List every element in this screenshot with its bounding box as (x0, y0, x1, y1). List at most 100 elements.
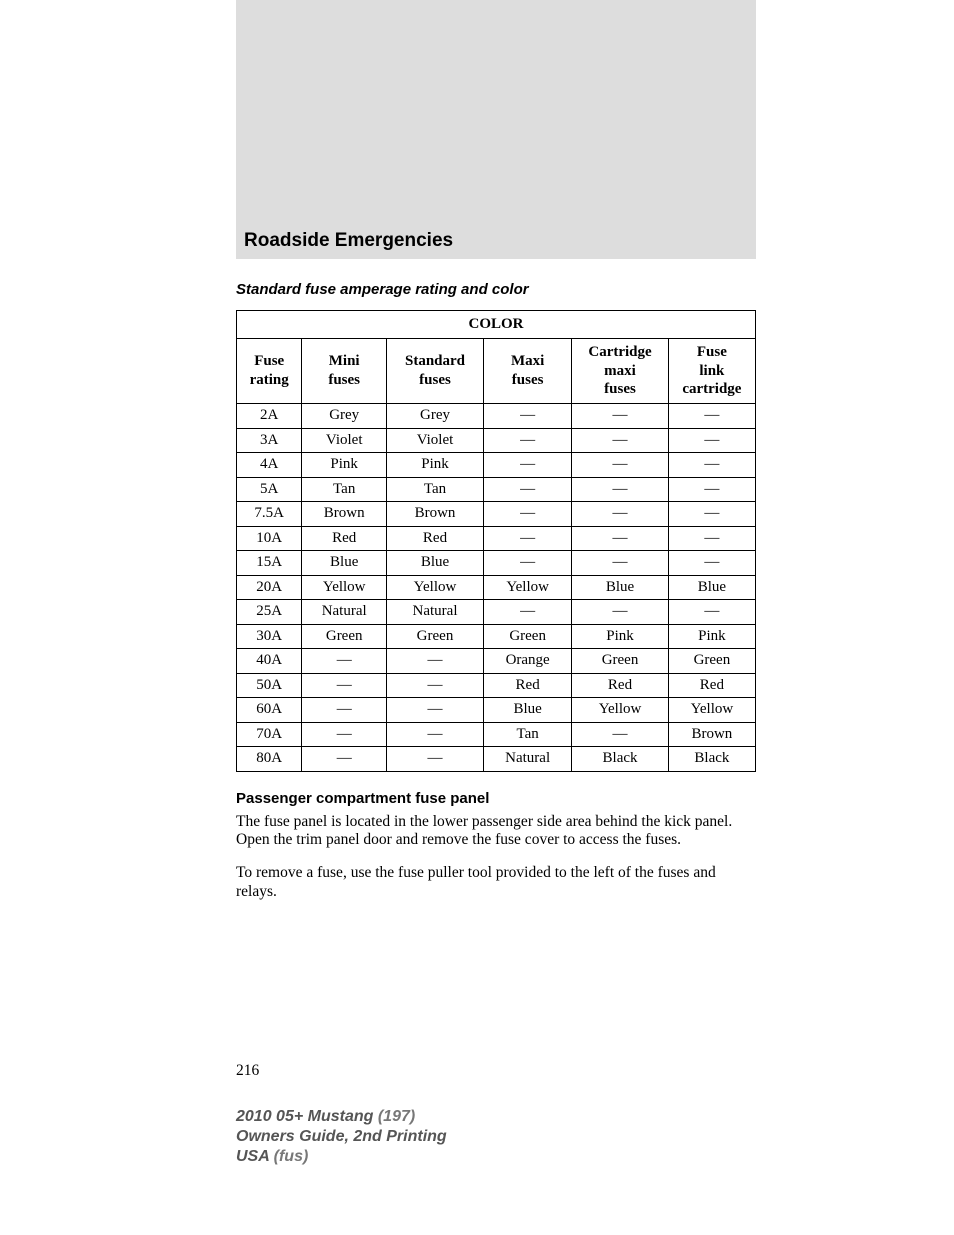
table-row: 3AVioletViolet——— (237, 428, 756, 453)
table-cell: 2A (237, 404, 302, 429)
header-color-span: COLOR (237, 311, 756, 339)
table-cell: — (484, 477, 572, 502)
table-cell: — (484, 600, 572, 625)
table-cell: — (668, 551, 755, 576)
table-cell: Yellow (668, 698, 755, 723)
table-row: 20AYellowYellowYellowBlueBlue (237, 575, 756, 600)
table-cell: 70A (237, 722, 302, 747)
table-cell: Red (484, 673, 572, 698)
table-cell: Yellow (484, 575, 572, 600)
table-cell: 20A (237, 575, 302, 600)
table-cell: Violet (302, 428, 387, 453)
col-header-0-text: Fuserating (250, 353, 289, 388)
col-header-2-text: Standardfuses (405, 353, 465, 388)
table-cell: — (386, 649, 483, 674)
footer-region: USA (236, 1148, 274, 1165)
table-cell: 80A (237, 747, 302, 772)
table-cell: — (386, 722, 483, 747)
table-cell: — (302, 673, 387, 698)
table-cell: — (572, 404, 669, 429)
table-cell: Pink (302, 453, 387, 478)
footer-line-1: 2010 05+ Mustang (197) (236, 1107, 447, 1127)
table-cell: — (572, 722, 669, 747)
table-cell: — (572, 428, 669, 453)
table-cell: — (302, 747, 387, 772)
table-cell: Black (572, 747, 669, 772)
table-cell: Yellow (572, 698, 669, 723)
table-cell: — (484, 428, 572, 453)
table-cell: — (302, 649, 387, 674)
table-cell: Green (572, 649, 669, 674)
table-row: 30AGreenGreenGreenPinkPink (237, 624, 756, 649)
table-cell: 50A (237, 673, 302, 698)
fuse-color-table: COLOR Fuserating Minifuses Standardfuses… (236, 310, 756, 772)
table-cell: — (302, 698, 387, 723)
table-cell: 25A (237, 600, 302, 625)
col-header-2: Standardfuses (386, 338, 483, 403)
table-cell: Grey (386, 404, 483, 429)
table-cell: — (668, 428, 755, 453)
table-cell: Orange (484, 649, 572, 674)
table-cell: Black (668, 747, 755, 772)
table-cell: — (668, 453, 755, 478)
section-title: Standard fuse amperage rating and color (236, 281, 756, 298)
table-cell: Brown (302, 502, 387, 527)
footer-model: 2010 05+ Mustang (236, 1108, 378, 1125)
table-cell: Tan (302, 477, 387, 502)
table-cell: Natural (386, 600, 483, 625)
table-cell: Red (572, 673, 669, 698)
table-cell: — (386, 698, 483, 723)
table-cell: — (572, 502, 669, 527)
footer-block: 2010 05+ Mustang (197) Owners Guide, 2nd… (236, 1107, 447, 1167)
table-cell: Red (302, 526, 387, 551)
table-cell: Tan (484, 722, 572, 747)
table-cell: Green (484, 624, 572, 649)
table-cell: 60A (237, 698, 302, 723)
table-cell: 10A (237, 526, 302, 551)
table-row: 70A——Tan—Brown (237, 722, 756, 747)
table-cell: Violet (386, 428, 483, 453)
table-cell: Blue (668, 575, 755, 600)
table-body: 2AGreyGrey———3AVioletViolet———4APinkPink… (237, 404, 756, 772)
table-cell: Blue (572, 575, 669, 600)
table-cell: Pink (572, 624, 669, 649)
table-row: 2AGreyGrey——— (237, 404, 756, 429)
table-row: 5ATanTan——— (237, 477, 756, 502)
table-row: 25ANaturalNatural——— (237, 600, 756, 625)
header-row-1: COLOR (237, 311, 756, 339)
footer-line-3: USA (fus) (236, 1147, 447, 1167)
table-cell: — (484, 453, 572, 478)
table-cell: Tan (386, 477, 483, 502)
table-cell: 7.5A (237, 502, 302, 527)
table-cell: Blue (302, 551, 387, 576)
table-cell: Pink (386, 453, 483, 478)
col-header-5-text: Fuselinkcartridge (682, 344, 741, 398)
table-cell: — (302, 722, 387, 747)
table-row: 60A——BlueYellowYellow (237, 698, 756, 723)
table-row: 4APinkPink——— (237, 453, 756, 478)
table-cell: 40A (237, 649, 302, 674)
col-header-4-text: Cartridgemaxifuses (588, 344, 651, 398)
col-header-5: Fuselinkcartridge (668, 338, 755, 403)
table-cell: Blue (484, 698, 572, 723)
table-row: 50A——RedRedRed (237, 673, 756, 698)
table-cell: — (484, 502, 572, 527)
table-cell: — (484, 526, 572, 551)
table-cell: — (386, 747, 483, 772)
table-cell: Pink (668, 624, 755, 649)
col-header-1: Minifuses (302, 338, 387, 403)
paragraph-1: The fuse panel is located in the lower p… (236, 813, 756, 851)
table-cell: Natural (484, 747, 572, 772)
table-cell: — (484, 404, 572, 429)
col-header-4: Cartridgemaxifuses (572, 338, 669, 403)
table-cell: — (668, 502, 755, 527)
table-cell: — (668, 526, 755, 551)
col-header-3-text: Maxifuses (511, 353, 544, 388)
table-cell: — (386, 673, 483, 698)
chapter-header: Roadside Emergencies (236, 223, 756, 259)
table-cell: — (572, 551, 669, 576)
table-cell: Red (386, 526, 483, 551)
table-cell: Green (668, 649, 755, 674)
table-cell: 3A (237, 428, 302, 453)
col-header-3: Maxifuses (484, 338, 572, 403)
